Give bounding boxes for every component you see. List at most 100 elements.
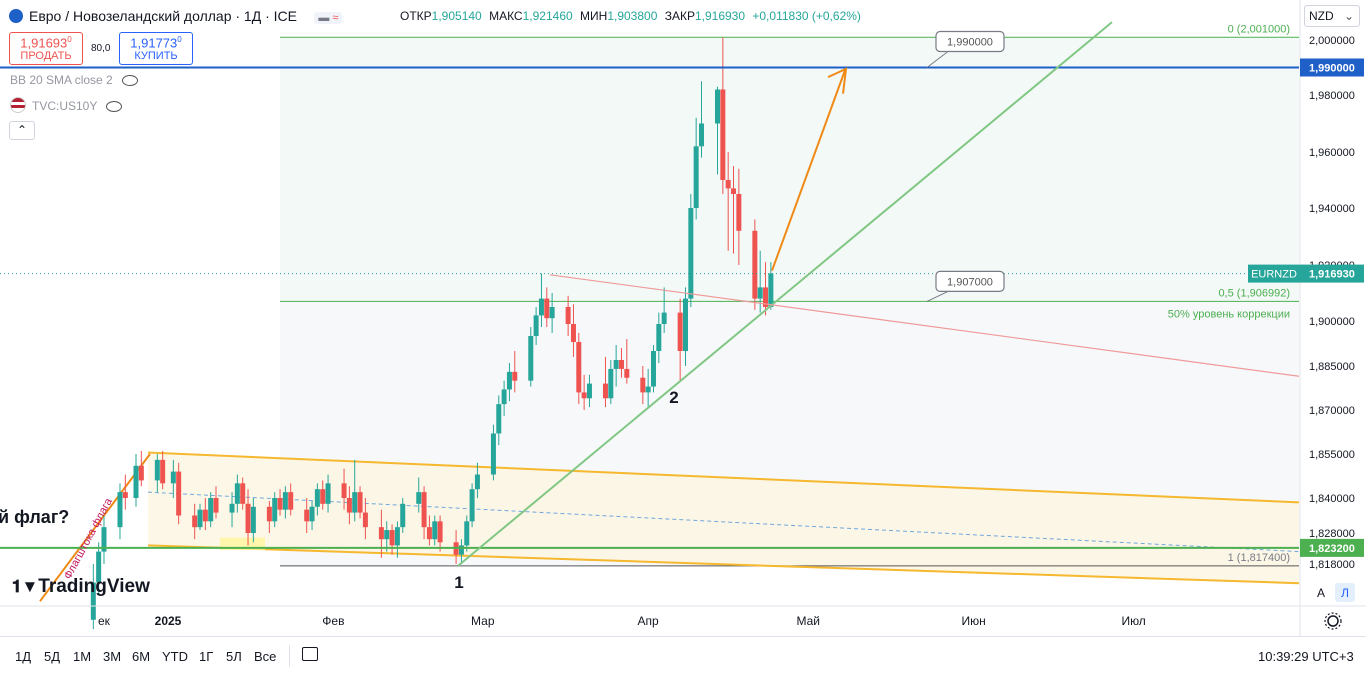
channel-lower-line[interactable] <box>147 544 1300 585</box>
candle-body <box>752 230 758 299</box>
buy-button[interactable]: 1,917730 КУПИТЬ <box>119 32 193 65</box>
calendar-range-icon[interactable] <box>302 647 318 661</box>
candle-body <box>341 483 347 498</box>
resistance-price-tag[interactable] <box>1300 58 1364 77</box>
candle-body <box>208 498 214 522</box>
descending-line[interactable] <box>549 274 1300 377</box>
tradingview-logo[interactable]: 𝟏▼TradingView <box>12 576 150 598</box>
timeframe-1y[interactable]: 1Г <box>199 649 214 664</box>
flagpole-line[interactable] <box>39 453 151 602</box>
candle <box>229 492 235 528</box>
candle-body <box>304 509 310 522</box>
candle-body <box>357 492 363 513</box>
candle <box>154 454 160 493</box>
candle <box>544 287 550 327</box>
candle <box>240 477 246 510</box>
candle <box>421 486 427 540</box>
high-value: 1,921460 <box>522 9 573 23</box>
candle <box>656 312 662 363</box>
fib-level-label: 0 (2,001000) <box>1228 23 1290 35</box>
candle-body <box>213 498 219 513</box>
annotation-text[interactable]: й флаг? <box>0 507 69 527</box>
candle <box>117 483 123 540</box>
arrow-head-icon <box>827 67 848 94</box>
candle <box>160 451 166 490</box>
price-axis[interactable]: 2,0000001,9800001,9600001,9400001,920000… <box>1248 0 1366 636</box>
channel-upper-line[interactable] <box>147 451 1300 504</box>
last-price-tag[interactable] <box>1300 264 1364 283</box>
projection-arrow[interactable] <box>771 69 846 271</box>
channel-midline[interactable] <box>147 491 1300 553</box>
timeframe-all[interactable]: Все <box>254 649 277 664</box>
indicator-tvc-label: TVC:US10Y <box>32 99 98 113</box>
candle-body <box>117 492 123 528</box>
sell-button[interactable]: 1,916930 ПРОДАТЬ <box>9 32 83 65</box>
bottom-toolbar: 1Д 5Д 1М 3М 6М YTD 1Г 5Л Все 10:39:29 UT… <box>0 636 1366 676</box>
candle-body <box>277 498 283 510</box>
timeframe-1m[interactable]: 1М <box>73 649 92 664</box>
callout-box[interactable] <box>935 270 1005 292</box>
candle <box>176 462 182 525</box>
candle <box>362 498 368 540</box>
candle <box>400 498 406 533</box>
gear-icon[interactable] <box>1327 615 1339 627</box>
eye-hidden-icon[interactable] <box>122 75 139 87</box>
candle <box>731 166 737 254</box>
price-axis-bg <box>1300 0 1366 606</box>
timeframe-6m[interactable]: 6М <box>132 649 151 664</box>
candle <box>133 454 139 507</box>
callout-label: 1,907000 <box>947 276 993 288</box>
candle <box>661 287 667 333</box>
clock-time[interactable]: 10:39:29 UTC+3 <box>1258 649 1354 664</box>
timeframe-ytd[interactable]: YTD <box>162 649 188 664</box>
indicator-bb[interactable]: BB 20 SMA close 2 <box>10 73 139 87</box>
candle <box>208 492 214 528</box>
time-axis[interactable]: ек 2025 Фев Мар Апр Май Июн Июл <box>0 605 1366 630</box>
candle <box>645 368 651 408</box>
timeframe-1d[interactable]: 1Д <box>15 649 32 664</box>
candle <box>624 339 630 384</box>
indicator-tvc[interactable]: TVC:US10Y <box>10 97 123 113</box>
candle <box>96 542 102 595</box>
candle-body <box>544 298 550 319</box>
open-label: ОТКР <box>400 9 432 23</box>
candle <box>314 483 320 516</box>
candle-body <box>362 512 368 528</box>
candle <box>341 468 347 510</box>
callout-box[interactable] <box>935 30 1005 53</box>
y-tick-label: 1,900000 <box>1309 316 1355 328</box>
candle-body <box>490 433 496 475</box>
candle <box>693 117 699 220</box>
timeframe-5d[interactable]: 5Д <box>44 649 61 664</box>
candle <box>234 474 240 513</box>
close-value: 1,916930 <box>694 9 746 23</box>
log-scale-button[interactable]: Л <box>1341 586 1349 600</box>
chevron-up-icon[interactable]: ⌃ <box>9 121 35 140</box>
candle-body <box>432 521 438 540</box>
candle-body <box>346 498 352 513</box>
symbol-title[interactable]: Евро / Новозеландский доллар · 1Д · ICE <box>29 8 297 24</box>
timeframe-5y[interactable]: 5Л <box>226 649 242 664</box>
trend-line[interactable] <box>457 21 1113 567</box>
candle-body <box>192 515 198 528</box>
currency-select[interactable]: NZD ⌄ <box>1304 5 1360 27</box>
candle-body <box>624 368 630 378</box>
candle <box>378 509 384 558</box>
support-price-tag[interactable] <box>1300 538 1364 557</box>
candle-body <box>693 146 699 208</box>
flag-channel-fill <box>148 452 1299 584</box>
candle-body <box>618 360 624 369</box>
candle <box>528 327 534 387</box>
candle <box>245 489 251 546</box>
candle-body <box>282 492 288 510</box>
market-status-icon[interactable]: ▬ ≈ <box>314 12 343 24</box>
fib-retracement[interactable]: 0 (2,001000) 0,5 (1,906992) 50% уровень ко… <box>280 23 1299 567</box>
auto-scale-button[interactable]: A <box>1317 586 1325 600</box>
candle <box>570 304 576 357</box>
candle <box>586 374 592 408</box>
price-chart[interactable]: 0 (2,001000) 0,5 (1,906992) 50% уровень ко… <box>0 0 1366 636</box>
candle <box>763 262 769 316</box>
candle-body <box>538 298 544 316</box>
timeframe-3m[interactable]: 3М <box>103 649 122 664</box>
eye-hidden-icon[interactable] <box>106 101 123 113</box>
